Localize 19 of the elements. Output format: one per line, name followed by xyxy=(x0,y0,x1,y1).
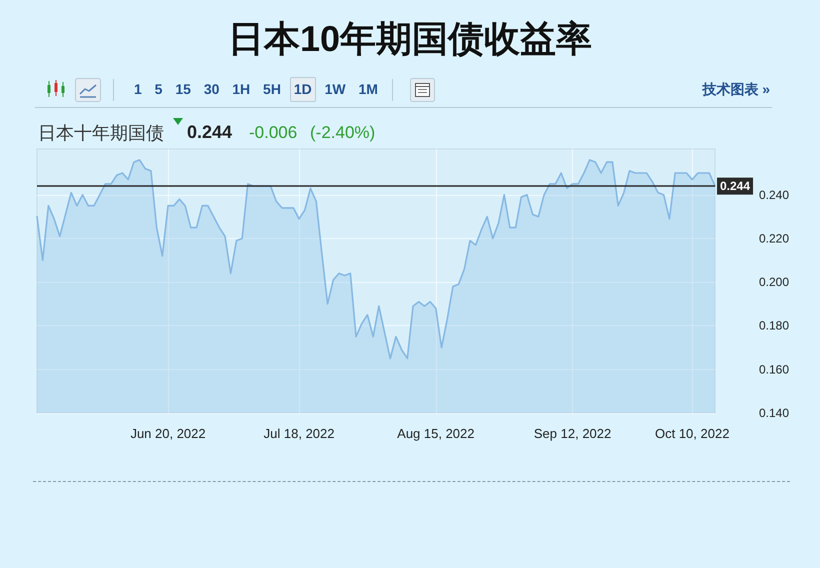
x-tick-label: Oct 10, 2022 xyxy=(654,426,730,441)
y-tick-label: 0.160 xyxy=(759,362,790,376)
y-tick-label: 0.220 xyxy=(759,231,790,246)
x-tick-label: Aug 15, 2022 xyxy=(397,426,475,441)
x-tick-label: Jun 20, 2022 xyxy=(130,426,206,441)
text: 0.244 xyxy=(187,122,232,142)
y-tick-label: 0.180 xyxy=(759,318,790,333)
text: (-2.40%) xyxy=(310,123,376,143)
text: 技术图表 » xyxy=(702,81,770,98)
x-tick-label: Sep 12, 2022 xyxy=(534,426,612,441)
ref-line-label: 0.244 xyxy=(720,179,750,194)
x-tick-label: Jul 18, 2022 xyxy=(264,426,335,441)
y-tick-label: 0.140 xyxy=(759,406,790,420)
chart-title: 日本10年期国债收益率 xyxy=(228,18,592,60)
text: -0.006 xyxy=(249,123,298,143)
y-tick-label: 0.240 xyxy=(759,188,790,202)
y-tick-label: 0.200 xyxy=(759,275,790,290)
chart-subtitle: 日本十年期国债 xyxy=(38,122,164,144)
text: 1 5 15 30 1H 5H 1D 1W 1M xyxy=(134,81,378,98)
